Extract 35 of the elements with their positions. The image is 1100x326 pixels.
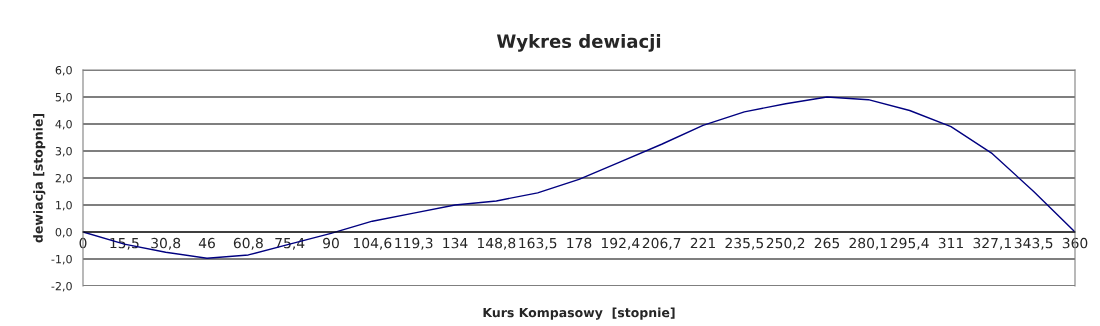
x-tick-label: 250,2 (766, 237, 805, 250)
x-tick-label: 295,4 (890, 237, 929, 250)
y-tick-label: 0,0 (55, 227, 72, 238)
y-tick-label: 3,0 (55, 146, 72, 157)
x-axis-title: Kurs Kompasowy [stopnie] (483, 307, 675, 320)
x-tick-label: 148,8 (477, 237, 516, 250)
x-tick-label: 163,5 (519, 237, 557, 250)
y-tick-label: -1,0 (51, 254, 72, 265)
x-tick-label: 60,8 (233, 237, 263, 250)
x-tick-label: 206,7 (642, 237, 681, 250)
chart-title: Wykres dewiacji (496, 34, 661, 52)
x-tick-label: 119,3 (395, 237, 433, 250)
y-tick-label: 2,0 (55, 173, 72, 184)
y-tick-label: 6,0 (55, 65, 72, 76)
x-tick-label: 104,6 (353, 237, 392, 250)
y-tick-label: -2,0 (51, 281, 72, 292)
x-tick-label: 280,1 (849, 237, 887, 250)
x-tick-label: 0 (79, 237, 87, 249)
y-tick-label: 4,0 (55, 119, 72, 130)
x-tick-label: 134 (443, 237, 468, 249)
x-tick-label: 178 (567, 237, 592, 249)
x-tick-label: 46 (198, 237, 215, 249)
x-tick-label: 311 (938, 237, 963, 249)
y-axis-title: dewiacja [stopnie] (33, 113, 46, 243)
y-tick-label: 5,0 (55, 92, 72, 103)
x-tick-label: 360 (1062, 237, 1088, 249)
x-tick-label: 30,8 (151, 237, 181, 250)
x-tick-label: 90 (323, 237, 339, 249)
x-tick-label: 235,5 (725, 237, 763, 250)
x-tick-label: 192,4 (601, 237, 640, 250)
x-tick-label: 265 (814, 237, 840, 249)
x-tick-label: 327,1 (973, 237, 1011, 250)
x-tick-label: 343,5 (1014, 237, 1053, 250)
y-tick-label: 1,0 (56, 200, 72, 211)
x-tick-label: 221 (690, 237, 715, 249)
